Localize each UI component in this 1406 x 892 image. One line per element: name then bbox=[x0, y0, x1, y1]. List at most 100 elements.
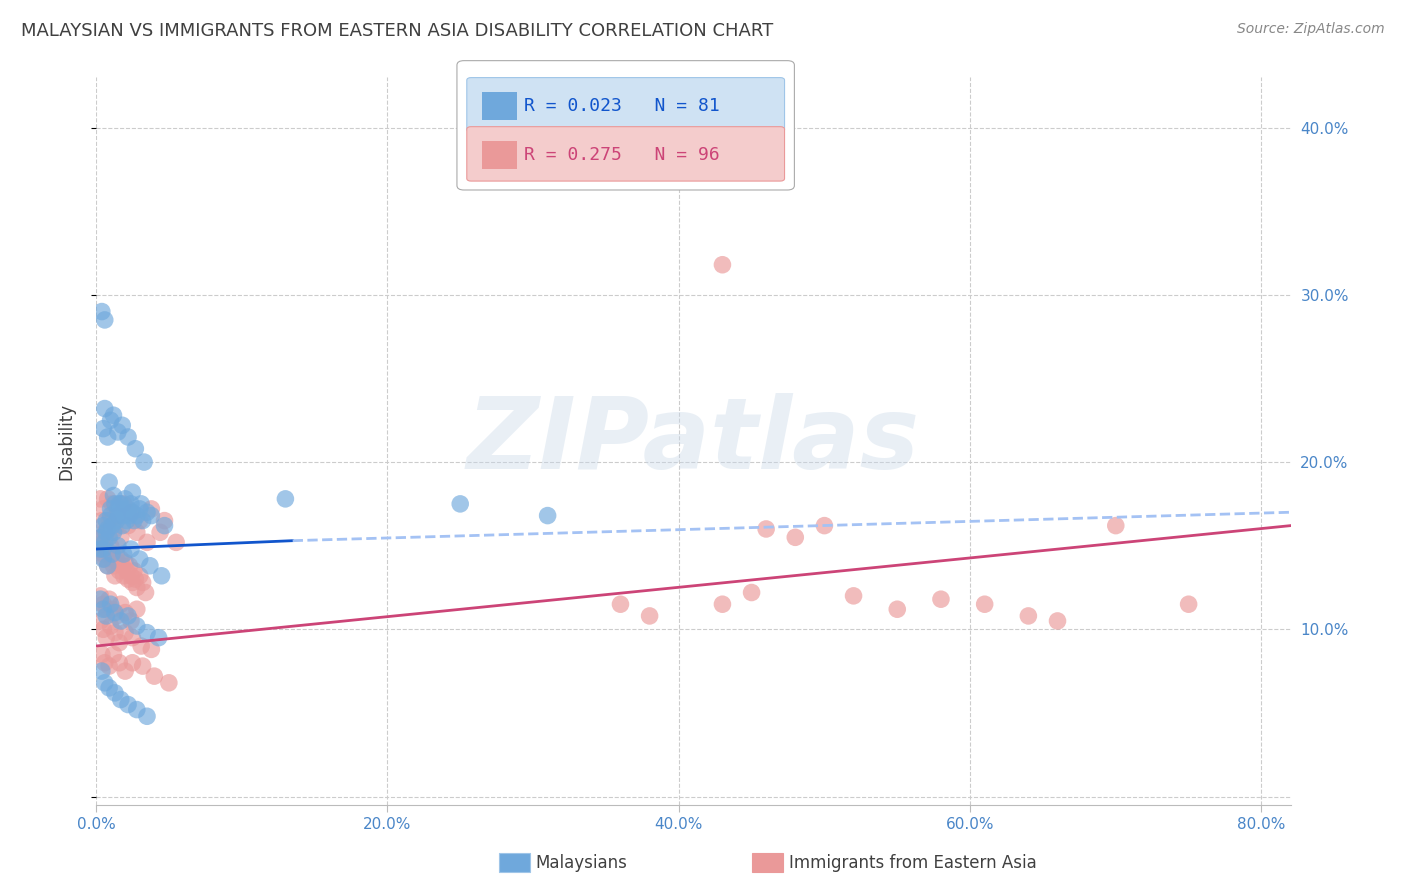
Point bbox=[141, 508, 163, 523]
Point bbox=[96, 514, 118, 528]
Point bbox=[90, 304, 112, 318]
Point bbox=[104, 522, 127, 536]
Point bbox=[118, 508, 141, 523]
Point bbox=[112, 547, 135, 561]
Point bbox=[114, 606, 136, 620]
Point bbox=[108, 497, 131, 511]
Point bbox=[165, 535, 187, 549]
Point bbox=[97, 430, 120, 444]
Point bbox=[886, 602, 908, 616]
Point bbox=[842, 589, 865, 603]
Point bbox=[115, 514, 138, 528]
Point bbox=[98, 659, 121, 673]
Point bbox=[101, 552, 124, 566]
Point bbox=[97, 522, 120, 536]
Point bbox=[104, 497, 127, 511]
Point bbox=[97, 558, 120, 573]
Point bbox=[1105, 518, 1128, 533]
Point bbox=[117, 572, 139, 586]
Point bbox=[89, 589, 111, 603]
Point bbox=[94, 675, 117, 690]
Point bbox=[813, 518, 835, 533]
Point bbox=[136, 625, 159, 640]
Point bbox=[114, 625, 136, 640]
Point bbox=[107, 539, 129, 553]
Point bbox=[91, 547, 114, 561]
Point bbox=[87, 542, 110, 557]
Point bbox=[131, 659, 153, 673]
Point bbox=[112, 508, 135, 523]
Point bbox=[101, 518, 124, 533]
Point bbox=[131, 514, 153, 528]
Point bbox=[100, 619, 122, 633]
Point bbox=[120, 542, 142, 557]
Point bbox=[148, 631, 170, 645]
Text: ZIPatlas: ZIPatlas bbox=[467, 392, 920, 490]
Point bbox=[128, 514, 150, 528]
Point bbox=[91, 552, 114, 566]
Point bbox=[100, 502, 122, 516]
Text: Immigrants from Eastern Asia: Immigrants from Eastern Asia bbox=[789, 854, 1036, 871]
Point bbox=[98, 681, 121, 695]
Point bbox=[125, 581, 148, 595]
Point bbox=[107, 502, 129, 516]
Point bbox=[100, 597, 122, 611]
Point bbox=[125, 525, 148, 540]
Point bbox=[121, 505, 143, 519]
Point bbox=[122, 514, 145, 528]
Point bbox=[139, 558, 162, 573]
Point bbox=[124, 442, 146, 456]
Text: R = 0.275   N = 96: R = 0.275 N = 96 bbox=[524, 146, 720, 164]
Point bbox=[94, 656, 117, 670]
Point bbox=[129, 497, 152, 511]
Point bbox=[94, 401, 117, 416]
Point bbox=[107, 425, 129, 439]
Point bbox=[149, 525, 172, 540]
Point bbox=[91, 597, 114, 611]
Text: Malaysians: Malaysians bbox=[536, 854, 627, 871]
Point bbox=[101, 497, 124, 511]
Point bbox=[91, 422, 114, 436]
Point bbox=[89, 530, 111, 544]
Point bbox=[112, 569, 135, 583]
Point bbox=[104, 606, 127, 620]
Point bbox=[536, 508, 558, 523]
Point bbox=[108, 656, 131, 670]
Point bbox=[136, 709, 159, 723]
Point bbox=[100, 413, 122, 427]
Point bbox=[120, 497, 142, 511]
Point bbox=[91, 518, 114, 533]
Point bbox=[105, 547, 128, 561]
Point bbox=[96, 542, 118, 557]
Point bbox=[103, 525, 125, 540]
Point bbox=[131, 575, 153, 590]
Point bbox=[129, 639, 152, 653]
Point bbox=[107, 556, 129, 570]
Point bbox=[104, 686, 127, 700]
Point bbox=[711, 597, 734, 611]
Point bbox=[89, 542, 111, 557]
Point bbox=[110, 497, 132, 511]
Point bbox=[1046, 614, 1069, 628]
Point bbox=[124, 572, 146, 586]
Point bbox=[112, 497, 135, 511]
Point bbox=[108, 564, 131, 578]
Point bbox=[121, 575, 143, 590]
Point bbox=[94, 313, 117, 327]
Point bbox=[114, 664, 136, 678]
Point bbox=[449, 497, 471, 511]
Point bbox=[105, 514, 128, 528]
Point bbox=[104, 625, 127, 640]
Point bbox=[132, 455, 155, 469]
Point bbox=[121, 631, 143, 645]
Point bbox=[98, 592, 121, 607]
Point bbox=[105, 609, 128, 624]
Point bbox=[91, 502, 114, 516]
Point bbox=[98, 530, 121, 544]
Point bbox=[90, 535, 112, 549]
Point bbox=[97, 558, 120, 573]
Point bbox=[108, 635, 131, 649]
Point bbox=[111, 558, 134, 573]
Point bbox=[98, 475, 121, 490]
Point bbox=[1017, 609, 1039, 624]
